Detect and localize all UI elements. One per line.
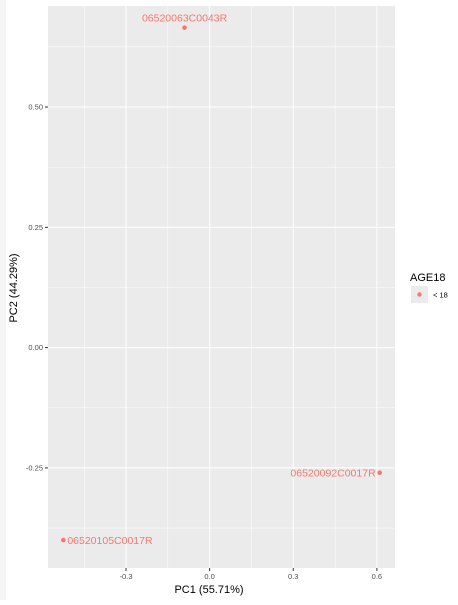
legend-label: < 18 bbox=[433, 291, 448, 300]
plot-outer-margin bbox=[0, 0, 6, 600]
data-point-label: 06520063C0043R bbox=[142, 13, 228, 25]
x-tick-label: 0.0 bbox=[204, 572, 214, 581]
major-gridlines bbox=[48, 6, 395, 568]
plot-panel bbox=[48, 6, 395, 568]
data-point-label: 06520105C0017R bbox=[67, 535, 153, 547]
y-tick-label: 0.25 bbox=[28, 223, 43, 232]
legend-key-dot bbox=[417, 292, 422, 297]
y-tick-label: 0.00 bbox=[28, 343, 43, 352]
legend: AGE18 < 18 bbox=[410, 272, 448, 303]
y-axis-ticks: -0.25 0.00 0.25 0.50 bbox=[26, 103, 48, 472]
x-axis-title: PC1 (55.71%) bbox=[174, 584, 243, 596]
x-tick-label: -0.3 bbox=[120, 572, 133, 581]
x-tick-label: 0.6 bbox=[372, 572, 382, 581]
y-axis-title: PC2 (44.29%) bbox=[8, 253, 20, 322]
data-point-label: 06520092C0017R bbox=[290, 468, 376, 480]
y-tick-label: 0.50 bbox=[28, 103, 43, 112]
x-tick-label: 0.3 bbox=[288, 572, 298, 581]
data-point bbox=[182, 25, 187, 30]
y-tick-label: -0.25 bbox=[26, 463, 43, 472]
minor-gridlines bbox=[48, 6, 395, 568]
data-point bbox=[377, 470, 382, 476]
point-labels: 06520063C0043R 06520092C0017R 06520105C001… bbox=[67, 13, 376, 547]
data-points bbox=[61, 25, 382, 543]
x-axis-ticks: -0.3 0.0 0.3 0.6 bbox=[120, 568, 382, 581]
legend-title: AGE18 bbox=[410, 272, 445, 284]
panel-background bbox=[48, 6, 395, 568]
data-point bbox=[61, 537, 66, 543]
